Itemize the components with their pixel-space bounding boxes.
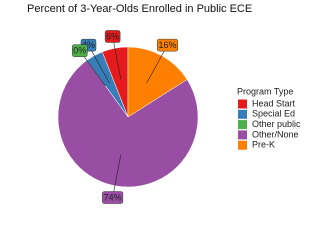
legend-label: Other public bbox=[252, 119, 301, 129]
label-box bbox=[157, 38, 179, 52]
label-box bbox=[72, 44, 88, 57]
chart: Percent of 3-Year-Olds Enrolled in Publi… bbox=[27, 3, 301, 204]
label-box bbox=[104, 30, 121, 43]
legend-swatch bbox=[238, 109, 247, 119]
leader-line bbox=[146, 44, 168, 84]
label-box bbox=[102, 191, 124, 204]
value-label: 4% bbox=[82, 40, 95, 50]
leader-line bbox=[112, 36, 122, 80]
value-label: 74% bbox=[104, 192, 122, 202]
value-label: 6% bbox=[106, 31, 119, 41]
legend-label: Special Ed bbox=[252, 109, 295, 119]
legend-swatch bbox=[238, 120, 247, 130]
legend-label: Pre-K bbox=[252, 140, 275, 150]
legend-label: Other/None bbox=[252, 129, 299, 139]
legend-label: Head Start bbox=[252, 98, 296, 108]
legend-swatch bbox=[238, 140, 247, 150]
chart-title: Percent of 3-Year-Olds Enrolled in Publi… bbox=[27, 3, 252, 15]
value-label: 16% bbox=[158, 40, 176, 50]
legend-title: Program Type bbox=[237, 86, 293, 96]
value-label: 0% bbox=[73, 46, 86, 56]
leader-line bbox=[112, 154, 122, 198]
leader-line bbox=[88, 44, 110, 84]
legend-swatch bbox=[238, 130, 247, 140]
legend-swatch bbox=[238, 99, 247, 109]
